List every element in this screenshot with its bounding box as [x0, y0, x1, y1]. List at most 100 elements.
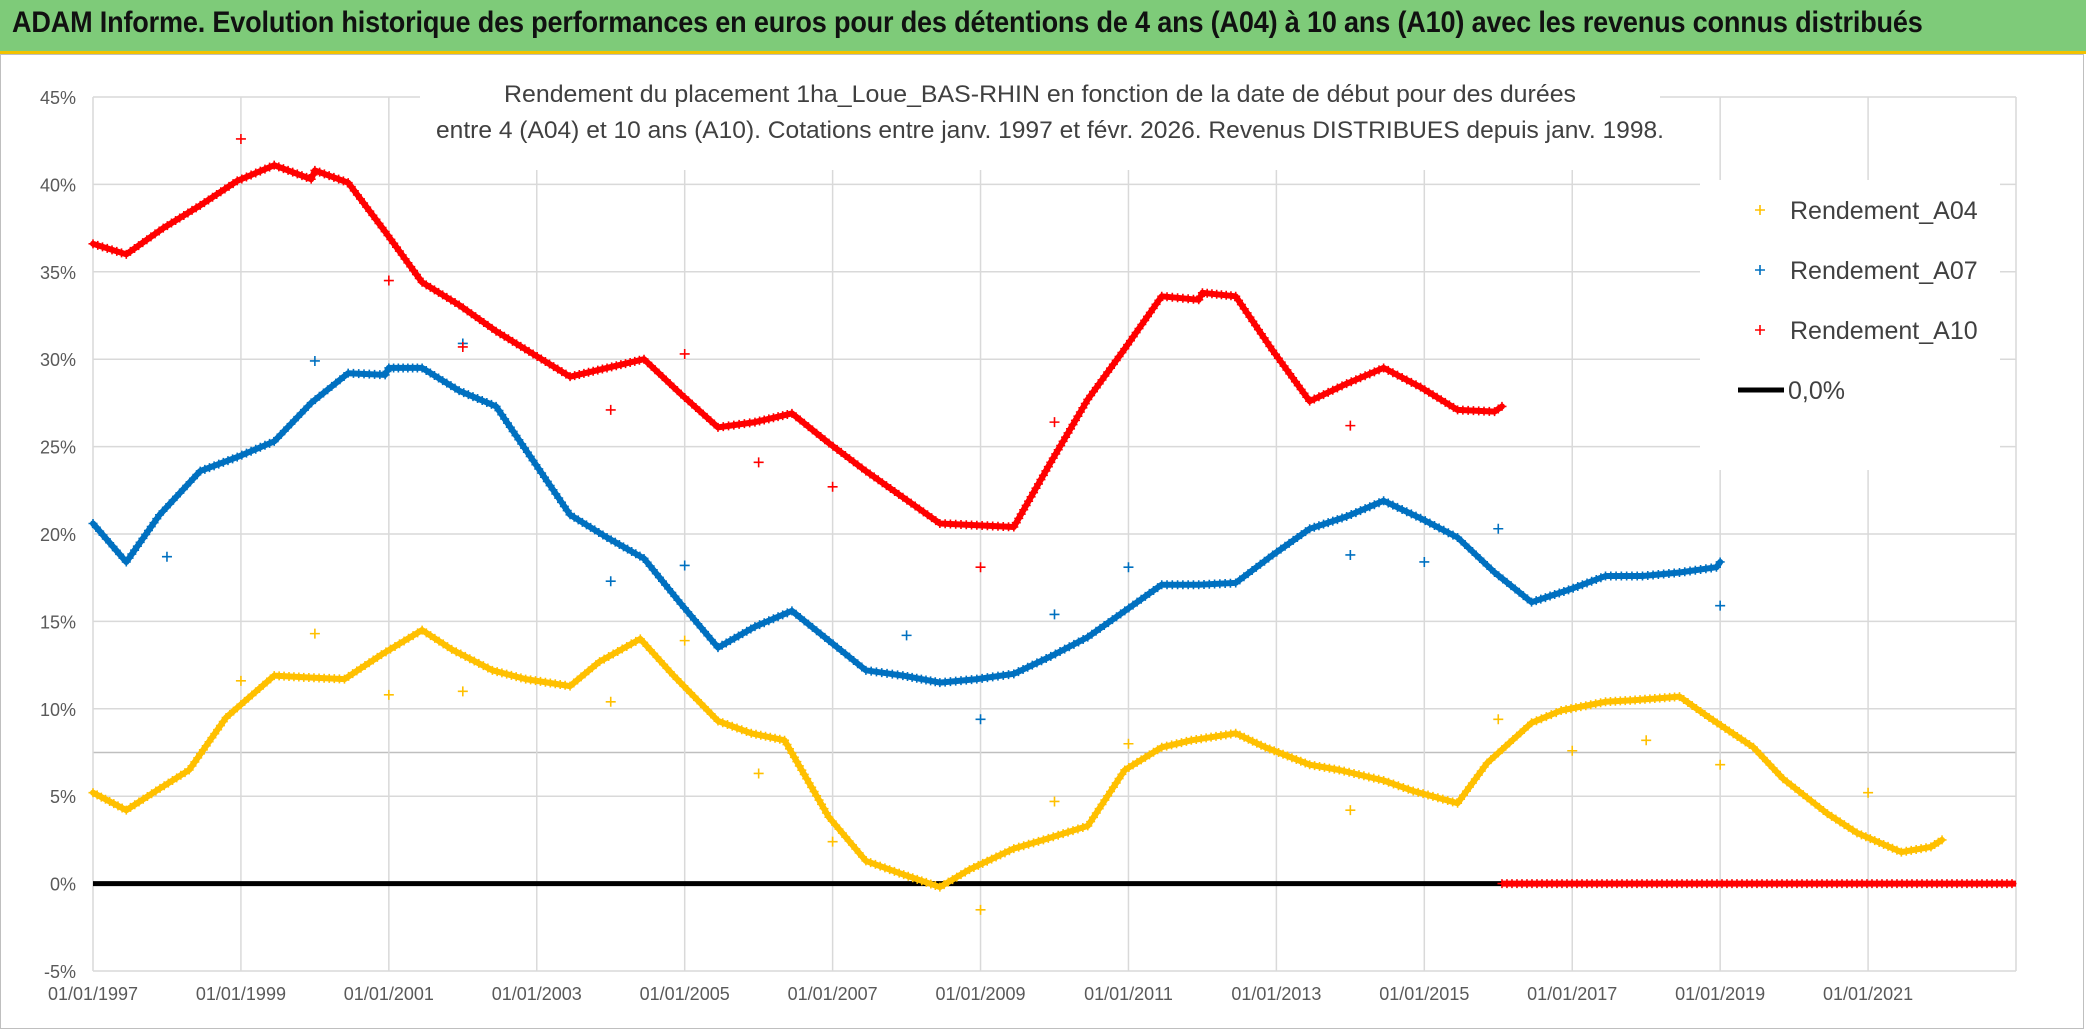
series-rendement_a07-point — [1351, 508, 1361, 518]
isolated-point — [975, 904, 986, 915]
series-rendement_a04-point — [727, 721, 737, 731]
series-rendement_a07-point — [1060, 644, 1070, 654]
series-rendement_a04-point — [1937, 835, 1947, 845]
series-rendement_a04-point — [1423, 790, 1433, 800]
series-rendement_a04-point — [447, 644, 457, 654]
series-rendement_a07-point — [1037, 656, 1047, 666]
series-rendement_a07-point — [926, 676, 936, 686]
series-rendement_a04-point — [1068, 826, 1078, 836]
series-rendement_a07-point — [1393, 502, 1402, 512]
series-rendement_a04-point — [1329, 764, 1339, 774]
series-rendement_a04-point — [921, 877, 931, 887]
series-rendement_a04-point — [718, 718, 728, 728]
series-rendement_a04-point — [1551, 708, 1561, 718]
series-rendement_a04-point — [1874, 838, 1884, 848]
series-rendement_a07-point — [1577, 580, 1587, 590]
series-rendement_a10-point — [1323, 387, 1333, 397]
series-rendement_a10-point — [1342, 379, 1352, 389]
series-rendement_a07-point — [214, 459, 224, 469]
series-rendement_a04-point — [1004, 846, 1014, 856]
series-rendement_a07-point — [1420, 516, 1430, 526]
series-rendement_a04-point — [1053, 830, 1063, 840]
series-rendement_a04-point — [1344, 767, 1354, 777]
legend-label: Rendement_A04 — [1790, 197, 1978, 225]
series-rendement_a07-point — [1582, 578, 1592, 588]
series-rendement_a04-point — [1408, 786, 1418, 796]
series-rendement_a10-point — [324, 171, 334, 181]
series-rendement_a07-point — [1309, 522, 1319, 532]
series-rendement_a04-point — [613, 647, 623, 657]
series-rendement_a10-point — [315, 167, 325, 177]
series-rendement_a10-point — [278, 164, 288, 174]
series-rendement_a04-point — [1310, 761, 1320, 771]
series-rendement_a04-point — [1354, 770, 1364, 780]
isolated-point — [753, 768, 764, 779]
series-rendement_a10-point — [102, 243, 112, 253]
series-rendement_a10-point — [750, 417, 760, 427]
series-rendement_a04-point — [604, 652, 614, 662]
series-rendement_a04-point — [861, 856, 871, 866]
series-rendement_a10-point — [117, 248, 127, 258]
x-tick-label: 01/01/2015 — [1379, 984, 1469, 1004]
series-rendement_a10-point — [241, 172, 251, 182]
isolated-point — [1567, 745, 1578, 756]
series-rendement_a10-point — [1309, 394, 1319, 404]
series-rendement_a07-point — [1402, 507, 1412, 517]
series-rendement_a04-point — [1393, 781, 1403, 791]
isolated-point — [679, 560, 690, 571]
series-rendement_a07-point — [1559, 586, 1569, 596]
series-rendement_a07-point — [1411, 511, 1421, 521]
series-rendement_a07-point — [200, 464, 210, 474]
series-rendement_a04-point — [1009, 844, 1019, 854]
x-tick-label: 01/01/2013 — [1231, 984, 1321, 1004]
series-rendement_a04-point — [1546, 710, 1556, 720]
series-rendement_a04-point — [1291, 754, 1301, 764]
series-rendement_a10-point — [319, 169, 329, 179]
series-rendement_a07-point — [759, 618, 769, 628]
series-rendement_a07-point — [260, 440, 270, 450]
series-rendement_a04-point — [978, 858, 988, 868]
series-rendement_a04-point — [912, 874, 922, 884]
series-rendement_a10-point — [1314, 392, 1324, 402]
series-rendement_a10-point — [764, 414, 774, 424]
series-rendement_a04-point — [1024, 839, 1034, 849]
series-rendement_a04-point — [1073, 824, 1083, 834]
series-rendement_a07-point — [1319, 519, 1329, 529]
series-rendement_a10-point — [1319, 390, 1329, 400]
isolated-point — [1123, 562, 1134, 573]
series-rendement_a07-point — [1337, 513, 1347, 523]
series-rendement_a07-point — [473, 394, 483, 404]
legend-box — [1700, 180, 2000, 470]
series-rendement_a04-point — [1014, 842, 1024, 852]
series-rendement_a10-point — [584, 367, 594, 377]
series-rendement_a04-point — [903, 871, 913, 881]
series-rendement_a07-point — [1078, 635, 1088, 645]
series-rendement_a07-point — [1711, 562, 1721, 572]
series-rendement_a07-point — [1374, 498, 1384, 508]
series-rendement_a07-point — [1050, 649, 1060, 659]
series-rendement_a04-point — [1581, 701, 1591, 711]
series-rendement_a04-point — [404, 633, 414, 643]
grid — [92, 96, 2017, 972]
series-rendement_a04-point — [1448, 797, 1458, 807]
series-rendement_a04-point — [516, 673, 526, 683]
series-rendement_a04-point — [964, 865, 974, 875]
series-rendement_a04-point — [1379, 775, 1389, 785]
series-rendement_a10-point — [1360, 371, 1370, 381]
series-rendement_a07-point — [750, 622, 760, 632]
series-rendement_a07-point — [454, 386, 464, 396]
series-rendement_a04-point — [1916, 844, 1926, 854]
series-rendement_a07-point — [755, 620, 765, 630]
series-rendement_a04-point — [930, 881, 940, 891]
series-rendement_a10-point — [1383, 365, 1393, 375]
series-rendement_a10-point — [755, 416, 765, 426]
isolated-point — [309, 355, 320, 366]
series-rendement_a10-point — [1393, 370, 1402, 380]
y-tick-label: 30% — [40, 350, 76, 370]
series-rendement_a04-point — [875, 861, 885, 871]
series-rendement_a10-point — [329, 172, 339, 182]
series-rendement_a04-point — [1019, 841, 1029, 851]
series-rendement_a10-point — [588, 366, 598, 376]
series-rendement_a04-point — [991, 852, 1001, 862]
series-rendement_a04-point — [880, 863, 890, 873]
